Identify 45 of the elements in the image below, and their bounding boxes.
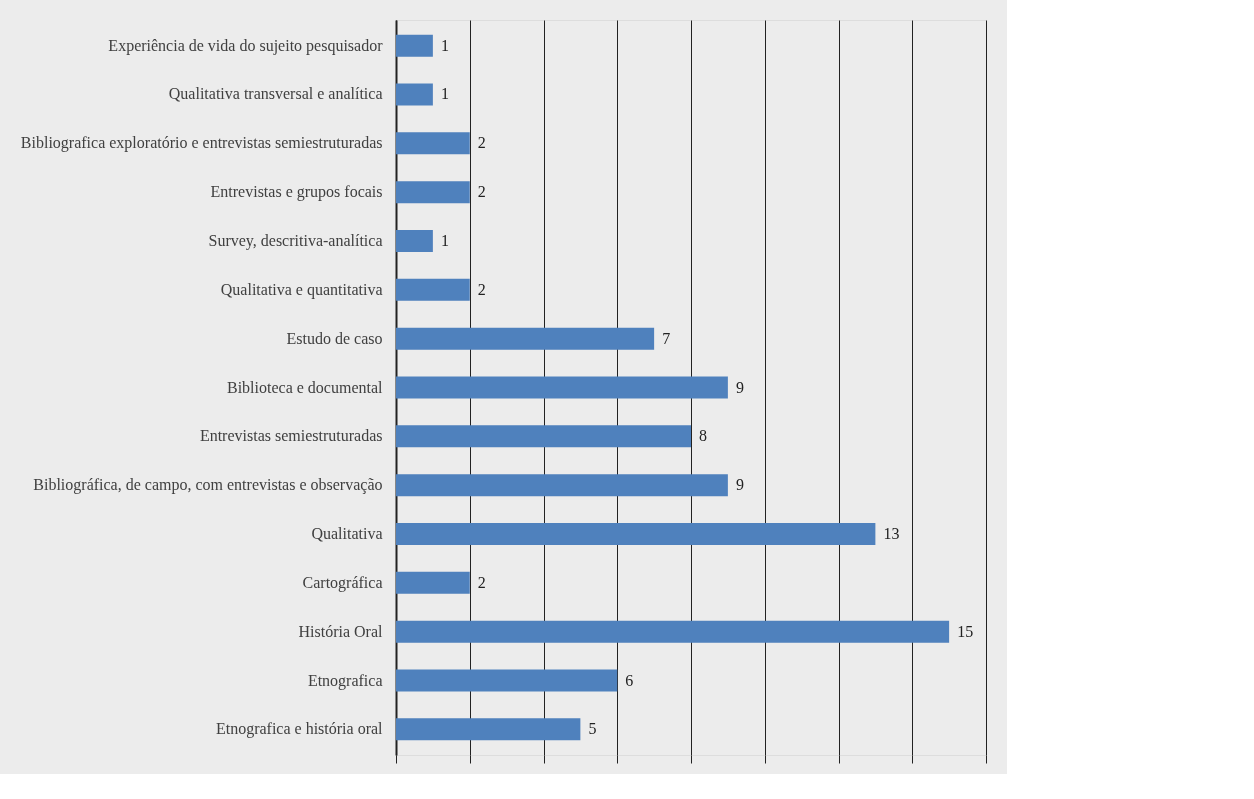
- bar: [396, 181, 470, 204]
- y-tick-label: Entrevistas e grupos focais: [210, 183, 383, 202]
- bar: [396, 327, 655, 350]
- data-label: 9: [735, 476, 744, 494]
- y-tick-label: Etnografica: [307, 671, 383, 690]
- y-tick-label: Biblioteca e documental: [227, 378, 384, 396]
- y-tick-label: Etnografica e história oral: [215, 720, 384, 739]
- bar: [396, 718, 581, 741]
- bar: [396, 132, 470, 155]
- bar: [396, 83, 433, 106]
- y-tick-label: História Oral: [298, 622, 384, 640]
- data-label: 2: [477, 573, 486, 591]
- data-label: 5: [588, 720, 597, 738]
- y-tick-label: Bibliografica exploratório e entrevistas semiestruturadas: [20, 134, 383, 153]
- data-label: 2: [477, 183, 486, 201]
- y-tick-label: Qualitativa transversal e analítica: [168, 85, 383, 103]
- y-tick-label: Survey, descritiva-analítica: [208, 231, 383, 250]
- bar: [396, 34, 433, 57]
- data-label: 6: [625, 671, 634, 689]
- y-tick-label: Estudo de caso: [286, 329, 383, 347]
- bar: [396, 669, 618, 692]
- data-label: 1: [440, 231, 449, 249]
- bar: [396, 523, 876, 546]
- bar: [396, 474, 728, 497]
- bar: [396, 376, 728, 399]
- data-label: 8: [699, 427, 707, 445]
- y-tick-label: Bibliográfica, de campo, com entrevistas e observação: [33, 476, 383, 495]
- data-label: 1: [440, 85, 449, 103]
- bar: [396, 620, 950, 643]
- bar: [396, 425, 691, 448]
- y-tick-label: Cartográfica: [302, 573, 383, 592]
- bar: [396, 278, 470, 301]
- bar: [396, 571, 470, 594]
- data-label: 2: [477, 280, 486, 298]
- data-label: 15: [957, 622, 974, 640]
- data-label: 2: [477, 134, 486, 152]
- y-tick-label: Experiência de vida do sujeito pesquisador: [108, 36, 384, 55]
- y-tick-label: Qualitativa e quantitativa: [220, 280, 383, 299]
- data-label: 9: [735, 378, 744, 396]
- bar: [396, 229, 433, 252]
- y-tick-label: Qualitativa: [311, 525, 383, 543]
- data-label: 1: [440, 36, 449, 54]
- data-label: 13: [883, 525, 900, 543]
- y-tick-label: Entrevistas semiestruturadas: [199, 427, 383, 445]
- data-label: 7: [662, 329, 671, 347]
